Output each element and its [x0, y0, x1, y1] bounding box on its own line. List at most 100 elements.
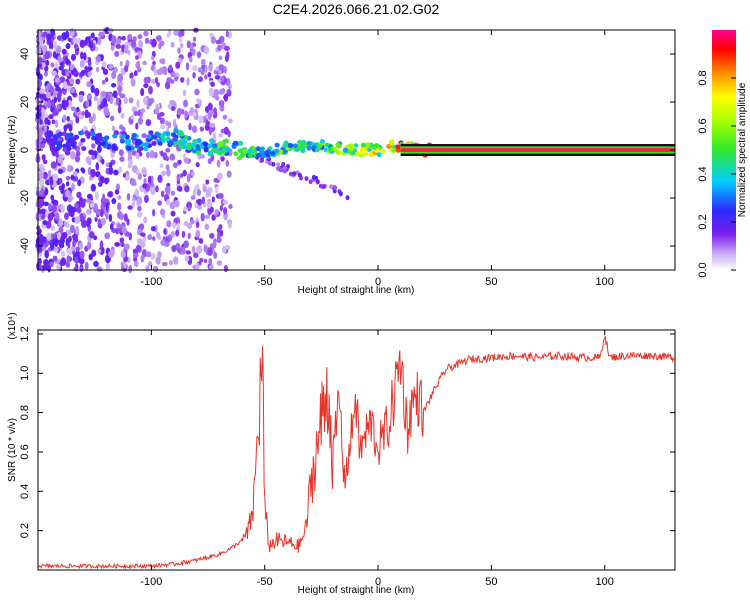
noise-speckle — [193, 252, 199, 259]
noise-speckle — [157, 200, 163, 206]
noise-speckle — [65, 175, 71, 181]
noise-speckle — [74, 155, 81, 163]
noise-speckle — [143, 178, 147, 185]
noise-speckle — [192, 65, 198, 72]
noise-speckle — [42, 154, 46, 162]
ridge-point — [100, 141, 106, 147]
snr-background — [38, 330, 675, 570]
noise-speckle — [88, 149, 95, 156]
noise-speckle — [219, 229, 224, 237]
noise-speckle — [108, 250, 114, 259]
noise-speckle — [159, 66, 163, 75]
y-tick-label: 0.6 — [19, 444, 31, 459]
noise-speckle — [211, 196, 215, 203]
noise-speckle — [70, 106, 76, 111]
noise-speckle — [104, 77, 109, 83]
noise-speckle — [71, 183, 75, 192]
carrier-band-core — [400, 148, 675, 152]
ridge-point — [232, 140, 238, 146]
noise-speckle — [213, 251, 218, 259]
noise-speckle — [218, 224, 223, 230]
noise-speckle — [213, 88, 220, 97]
ridge-point — [173, 128, 179, 134]
noise-speckle — [190, 219, 195, 225]
branch-point — [271, 161, 276, 167]
y-tick-label: 40 — [19, 48, 31, 60]
noise-speckle — [96, 153, 101, 162]
noise-speckle — [159, 163, 164, 169]
noise-speckle — [112, 90, 118, 99]
noise-speckle — [167, 28, 172, 36]
noise-speckle — [79, 250, 85, 259]
noise-speckle — [212, 132, 217, 140]
noise-speckle — [208, 264, 214, 270]
noise-speckle — [145, 251, 152, 258]
noise-speckle — [155, 35, 162, 41]
noise-speckle — [46, 232, 52, 241]
noise-speckle — [91, 154, 95, 161]
noise-speckle — [204, 74, 208, 80]
noise-speckle — [183, 99, 188, 108]
branch-point — [338, 191, 343, 197]
ridge-point — [317, 143, 323, 149]
noise-speckle — [188, 257, 193, 263]
noise-speckle — [194, 184, 200, 191]
ridge-point — [55, 133, 62, 138]
noise-speckle — [74, 216, 81, 224]
ridge-point — [195, 150, 202, 156]
noise-speckle — [108, 213, 113, 223]
noise-speckle — [130, 78, 136, 87]
noise-speckle — [154, 103, 161, 109]
ridge-point — [157, 141, 163, 146]
ridge-point — [71, 136, 77, 142]
noise-speckle — [42, 220, 48, 226]
noise-speckle — [169, 79, 175, 84]
noise-speckle — [41, 44, 48, 53]
noise-speckle — [64, 212, 69, 220]
noise-speckle — [156, 113, 162, 120]
noise-speckle — [54, 61, 58, 70]
colorbar-gradient — [712, 30, 736, 270]
ridge-point — [62, 143, 68, 149]
noise-speckle — [88, 40, 93, 49]
noise-speckle — [195, 262, 200, 270]
noise-speckle — [51, 237, 58, 246]
noise-speckle — [170, 190, 176, 196]
ridge-point — [177, 129, 184, 135]
noise-speckle — [57, 155, 64, 164]
noise-speckle — [117, 195, 122, 200]
colorbar-label: Normalized spectral amplitude — [737, 82, 748, 217]
noise-speckle — [75, 116, 80, 124]
noise-speckle — [166, 198, 170, 206]
x-tick-label: 0 — [375, 576, 381, 588]
noise-speckle — [49, 85, 54, 94]
colorbar-tick-label: 0.4 — [697, 166, 709, 181]
noise-speckle — [212, 240, 217, 249]
noise-speckle — [78, 141, 83, 147]
noise-speckle — [102, 97, 108, 106]
noise-speckle — [95, 55, 102, 62]
noise-speckle — [161, 170, 167, 176]
noise-speckle — [200, 212, 205, 222]
noise-speckle — [130, 181, 137, 187]
noise-speckle — [41, 264, 47, 270]
noise-speckle — [90, 183, 96, 192]
noise-speckle — [99, 104, 105, 109]
noise-speckle — [75, 150, 81, 157]
ridge-point — [374, 143, 380, 148]
noise-speckle — [155, 256, 161, 265]
noise-speckle — [136, 211, 143, 218]
noise-speckle — [42, 138, 47, 144]
noise-speckle — [213, 177, 219, 183]
noise-speckle — [199, 154, 206, 159]
noise-speckle — [131, 199, 136, 208]
ridge-point — [165, 131, 171, 137]
noise-speckle — [168, 259, 173, 266]
noise-speckle — [119, 213, 125, 220]
ridge-point — [349, 146, 355, 152]
noise-speckle — [196, 189, 201, 197]
noise-speckle — [85, 198, 92, 204]
noise-speckle — [137, 205, 142, 212]
noise-speckle — [127, 256, 131, 264]
noise-speckle — [90, 168, 96, 178]
